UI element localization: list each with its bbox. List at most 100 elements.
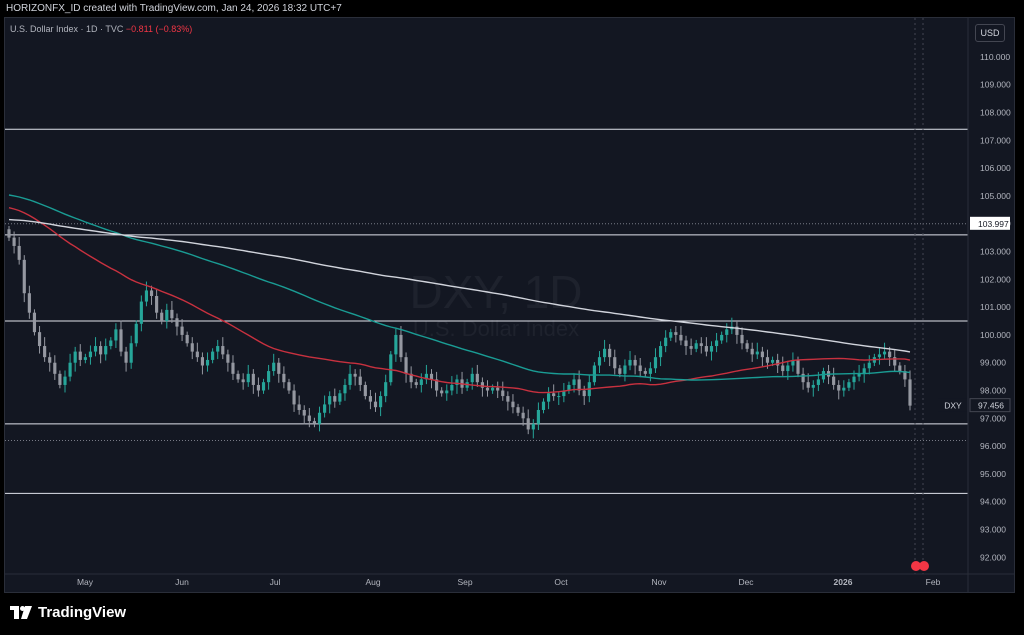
candle-body[interactable] <box>27 293 31 313</box>
candle-body[interactable] <box>770 359 775 363</box>
candle-body[interactable] <box>480 382 484 388</box>
candlestick-chart[interactable]: DXY, 1D U.S. Dollar Index 92.000 93.000 94… <box>5 18 1014 592</box>
candle-body[interactable] <box>435 379 439 391</box>
candle-body[interactable] <box>134 323 138 344</box>
candle-body[interactable] <box>368 396 372 402</box>
candle-body[interactable] <box>781 365 785 372</box>
candle-body[interactable] <box>847 382 851 388</box>
candle-body[interactable] <box>144 290 149 302</box>
candle-body[interactable] <box>674 332 678 335</box>
candle-body[interactable] <box>323 404 327 413</box>
candle-body[interactable] <box>287 382 291 391</box>
candle-body[interactable] <box>389 354 393 383</box>
candle-body[interactable] <box>251 373 255 385</box>
candle-body[interactable] <box>165 309 169 322</box>
candle-body[interactable] <box>282 373 286 383</box>
candle-body[interactable] <box>664 337 668 347</box>
candle-body[interactable] <box>704 346 708 352</box>
candle-body[interactable] <box>801 373 805 383</box>
candle-body[interactable] <box>404 357 408 374</box>
candle-body[interactable] <box>297 404 301 410</box>
candle-body[interactable] <box>745 343 749 349</box>
candle-body[interactable] <box>379 396 383 408</box>
candle-body[interactable] <box>22 259 26 294</box>
candle-body[interactable] <box>750 348 754 355</box>
candle-body[interactable] <box>48 357 52 363</box>
candle-body[interactable] <box>216 346 220 352</box>
candle-body[interactable] <box>231 362 235 374</box>
candle-body[interactable] <box>633 359 637 366</box>
candle-body[interactable] <box>572 379 576 385</box>
moving-average-line[interactable] <box>8 218 911 353</box>
event-flag-icon[interactable] <box>919 561 929 571</box>
candle-body[interactable] <box>714 340 719 347</box>
candle-body[interactable] <box>501 390 505 397</box>
candle-body[interactable] <box>37 332 42 347</box>
candle-body[interactable] <box>552 393 556 397</box>
candle-body[interactable] <box>343 384 347 394</box>
candle-body[interactable] <box>862 368 866 374</box>
candle-body[interactable] <box>511 401 515 408</box>
candle-body[interactable] <box>760 351 764 358</box>
candle-body[interactable] <box>852 376 856 383</box>
candle-body[interactable] <box>221 346 225 355</box>
candle-body[interactable] <box>491 387 495 391</box>
candle-body[interactable] <box>429 373 434 380</box>
candle-body[interactable] <box>877 354 882 358</box>
candle-body[interactable] <box>185 334 189 344</box>
candle-body[interactable] <box>765 357 770 363</box>
candle-body[interactable] <box>241 379 245 383</box>
candle-body[interactable] <box>63 376 67 385</box>
candle-body[interactable] <box>857 373 861 377</box>
candle-body[interactable] <box>811 384 815 388</box>
candle-body[interactable] <box>613 357 617 369</box>
candle-body[interactable] <box>139 301 143 324</box>
candle-body[interactable] <box>277 362 281 374</box>
candle-body[interactable] <box>409 373 413 383</box>
candle-body[interactable] <box>653 357 658 369</box>
candle-body[interactable] <box>73 351 77 363</box>
candle-body[interactable] <box>562 390 566 397</box>
candle-body[interactable] <box>536 409 540 424</box>
candle-body[interactable] <box>155 296 159 313</box>
candle-body[interactable] <box>226 354 230 363</box>
candle-body[interactable] <box>312 421 317 424</box>
candle-body[interactable] <box>109 340 113 347</box>
candle-body[interactable] <box>908 379 912 406</box>
candle-body[interactable] <box>735 326 739 335</box>
candle-body[interactable] <box>475 373 479 383</box>
candle-body[interactable] <box>496 387 500 391</box>
candle-body[interactable] <box>43 346 47 358</box>
candle-body[interactable] <box>358 376 362 385</box>
candle-body[interactable] <box>414 382 418 385</box>
candle-body[interactable] <box>190 343 194 352</box>
candle-body[interactable] <box>694 343 698 349</box>
candle-body[interactable] <box>363 384 367 397</box>
candle-body[interactable] <box>740 334 744 344</box>
candle-body[interactable] <box>328 396 332 405</box>
candle-body[interactable] <box>58 373 62 385</box>
candle-body[interactable] <box>623 365 627 374</box>
candle-body[interactable] <box>699 343 703 347</box>
candle-body[interactable] <box>898 365 902 372</box>
candle-body[interactable] <box>17 245 21 260</box>
candle-body[interactable] <box>338 393 342 402</box>
candle-body[interactable] <box>796 359 800 374</box>
candle-body[interactable] <box>455 379 459 385</box>
candle-body[interactable] <box>470 373 474 383</box>
event-flag-icon[interactable] <box>911 561 921 571</box>
candle-body[interactable] <box>129 343 133 363</box>
candle-body[interactable] <box>267 371 271 383</box>
candle-body[interactable] <box>888 351 892 358</box>
candle-body[interactable] <box>93 346 98 352</box>
candle-body[interactable] <box>791 359 795 366</box>
candle-body[interactable] <box>786 365 790 372</box>
candle-body[interactable] <box>776 359 780 366</box>
candle-body[interactable] <box>424 373 428 380</box>
candle-body[interactable] <box>200 357 205 366</box>
candle-body[interactable] <box>236 373 240 380</box>
candle-body[interactable] <box>547 393 551 402</box>
candle-body[interactable] <box>394 334 398 355</box>
candle-body[interactable] <box>205 359 210 366</box>
candle-body[interactable] <box>679 334 683 341</box>
